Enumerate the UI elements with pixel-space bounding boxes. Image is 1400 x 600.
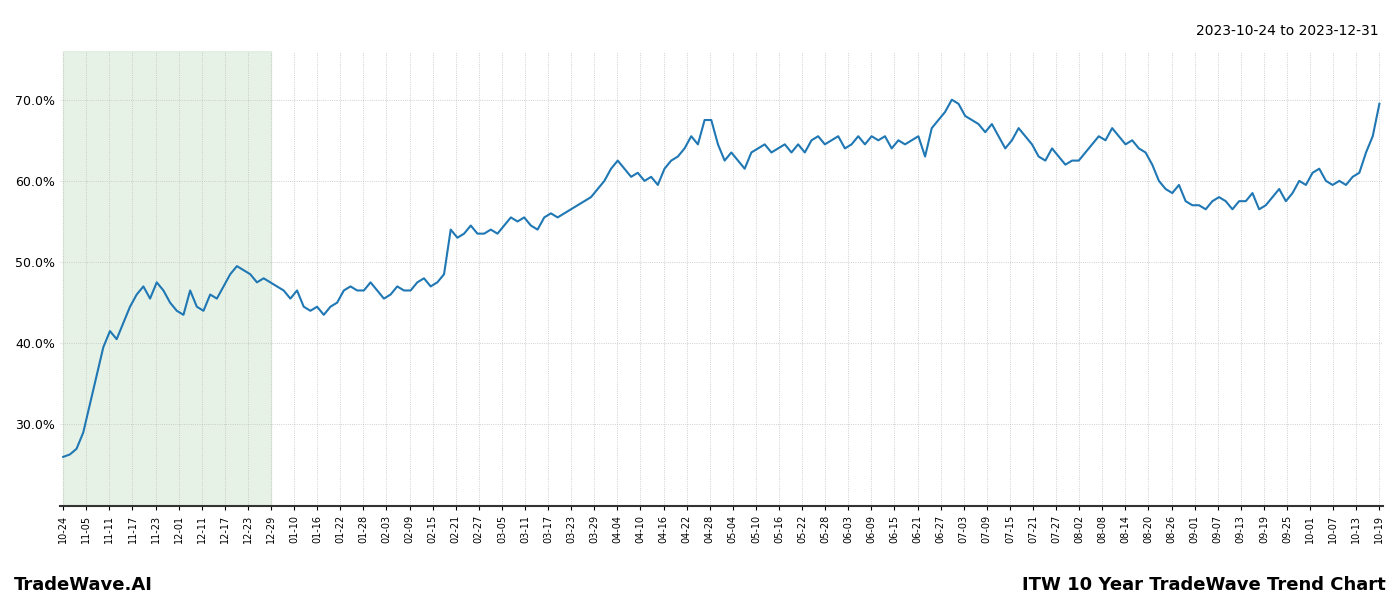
- Text: TradeWave.AI: TradeWave.AI: [14, 576, 153, 594]
- Text: 2023-10-24 to 2023-12-31: 2023-10-24 to 2023-12-31: [1197, 24, 1379, 38]
- Bar: [63, 51, 272, 506]
- Text: ITW 10 Year TradeWave Trend Chart: ITW 10 Year TradeWave Trend Chart: [1022, 576, 1386, 594]
